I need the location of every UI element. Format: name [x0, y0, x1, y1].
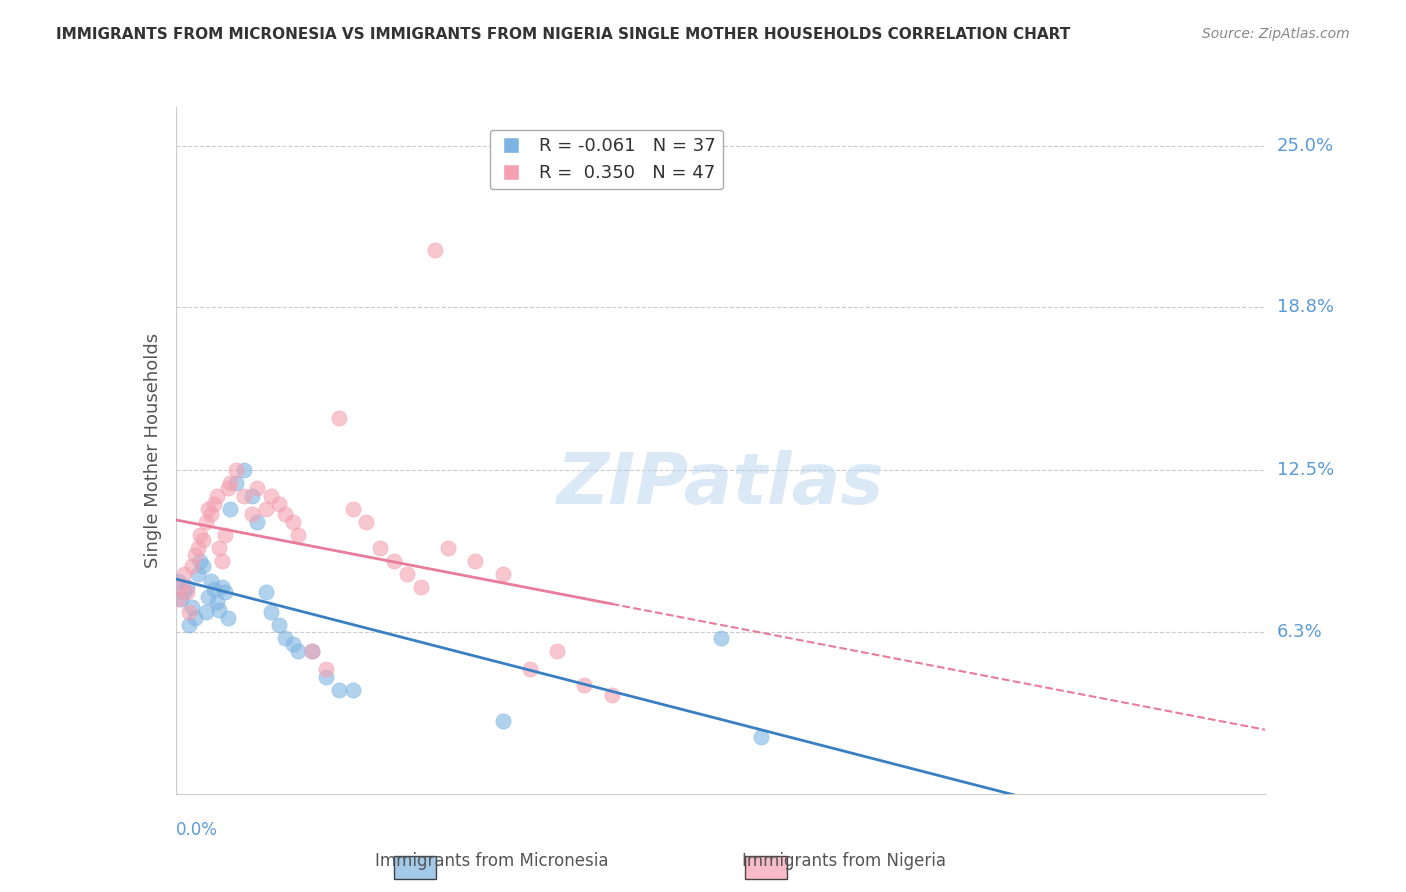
Point — [191, 558, 214, 573]
Point — [464, 553, 486, 567]
Point — [269, 618, 291, 632]
Point — [437, 541, 460, 555]
Point — [225, 475, 247, 490]
Point — [356, 515, 378, 529]
Point — [176, 580, 198, 594]
Point — [208, 603, 231, 617]
Text: 12.5%: 12.5% — [1277, 461, 1334, 479]
Point — [600, 689, 623, 703]
Point — [170, 580, 193, 594]
Point — [181, 558, 204, 573]
Point — [173, 584, 195, 599]
Point — [186, 566, 209, 581]
Point — [328, 411, 350, 425]
Point — [219, 501, 242, 516]
Point — [200, 574, 222, 589]
Point — [519, 663, 541, 677]
Point — [409, 580, 432, 594]
Point — [246, 515, 269, 529]
Point — [281, 515, 304, 529]
Y-axis label: Single Mother Households: Single Mother Households — [143, 333, 162, 568]
Point — [194, 515, 217, 529]
Point — [197, 501, 219, 516]
Point — [188, 553, 211, 567]
Point — [328, 683, 350, 698]
Point — [167, 574, 190, 589]
Point — [208, 541, 231, 555]
Point — [179, 618, 201, 632]
Point — [254, 501, 277, 516]
Point — [211, 580, 233, 594]
Point — [205, 489, 228, 503]
Point — [240, 507, 263, 521]
Point — [200, 507, 222, 521]
Point — [184, 610, 207, 624]
Point — [191, 533, 214, 547]
Point — [710, 632, 733, 646]
Legend: R = -0.061   N = 37, R =  0.350   N = 47: R = -0.061 N = 37, R = 0.350 N = 47 — [489, 130, 723, 189]
Point — [184, 549, 207, 563]
Text: 0.0%: 0.0% — [176, 822, 218, 839]
Point — [301, 644, 323, 658]
Point — [217, 610, 239, 624]
Point — [287, 644, 309, 658]
Point — [202, 497, 225, 511]
Point — [205, 595, 228, 609]
Point — [574, 678, 596, 692]
Point — [382, 553, 405, 567]
Point — [492, 566, 515, 581]
Point — [173, 566, 195, 581]
Point — [240, 489, 263, 503]
Point — [217, 481, 239, 495]
Point — [214, 584, 236, 599]
Point — [546, 644, 568, 658]
Point — [342, 501, 364, 516]
Point — [254, 584, 277, 599]
Point — [176, 584, 198, 599]
Point — [301, 644, 323, 658]
Point — [186, 541, 209, 555]
Point — [167, 592, 190, 607]
Point — [315, 663, 337, 677]
Point — [751, 730, 773, 744]
Point — [246, 481, 269, 495]
Point — [287, 527, 309, 541]
Point — [396, 566, 419, 581]
Point — [315, 670, 337, 684]
Text: Immigrants from Nigeria: Immigrants from Nigeria — [741, 852, 946, 870]
Point — [219, 475, 242, 490]
Point — [202, 582, 225, 596]
Point — [269, 497, 291, 511]
Point — [194, 606, 217, 620]
Point — [260, 606, 283, 620]
Point — [211, 553, 233, 567]
Point — [281, 636, 304, 650]
Point — [232, 463, 254, 477]
Text: 18.8%: 18.8% — [1277, 298, 1333, 316]
Point — [214, 527, 236, 541]
Point — [274, 632, 297, 646]
Point — [181, 600, 204, 615]
Text: ZIPatlas: ZIPatlas — [557, 450, 884, 519]
Point — [368, 541, 391, 555]
Text: 25.0%: 25.0% — [1277, 136, 1334, 155]
Text: Immigrants from Micronesia: Immigrants from Micronesia — [375, 852, 609, 870]
Point — [260, 489, 283, 503]
Text: 6.3%: 6.3% — [1277, 623, 1322, 640]
Point — [232, 489, 254, 503]
Point — [423, 243, 446, 257]
Point — [274, 507, 297, 521]
Point — [179, 606, 201, 620]
Point — [225, 463, 247, 477]
Point — [170, 592, 193, 607]
Text: IMMIGRANTS FROM MICRONESIA VS IMMIGRANTS FROM NIGERIA SINGLE MOTHER HOUSEHOLDS C: IMMIGRANTS FROM MICRONESIA VS IMMIGRANTS… — [56, 27, 1070, 42]
Text: Source: ZipAtlas.com: Source: ZipAtlas.com — [1202, 27, 1350, 41]
Point — [492, 714, 515, 729]
Point — [188, 527, 211, 541]
Point — [197, 590, 219, 604]
Point — [342, 683, 364, 698]
